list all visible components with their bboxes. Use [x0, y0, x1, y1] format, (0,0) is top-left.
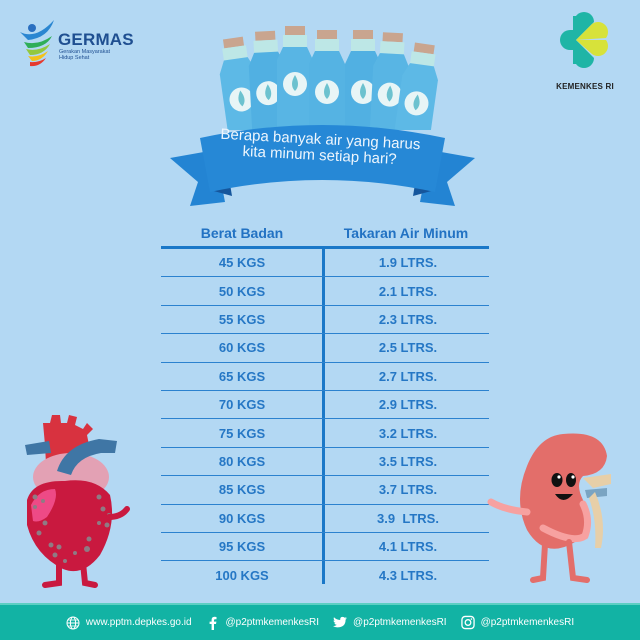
- germas-subtitle-line1: Gerakan Masyarakat: [59, 49, 111, 55]
- table-column-divider: [322, 246, 325, 584]
- twitter-icon: [333, 616, 348, 630]
- water-cell: 3.2 LTRS.: [378, 425, 438, 441]
- water-cell: 1.9 LTRS.: [378, 255, 438, 271]
- weight-cell: 50 KGS: [218, 283, 266, 299]
- footer-instagram-text: @p2ptmkemenkesRI: [480, 617, 575, 628]
- table-row: 60 KGS 2.5 LTRS.: [161, 334, 489, 363]
- footer-twitter[interactable]: @p2ptmkemenkesRI: [333, 616, 447, 630]
- table-row: 85 KGS 3.7 LTRS.: [161, 476, 489, 505]
- water-cell: 4.3 LTRS.: [378, 567, 438, 583]
- table-row: 50 KGS 2.1 LTRS.: [161, 277, 489, 306]
- weight-cell: 65 KGS: [218, 368, 266, 384]
- kidney-character-illustration: [483, 420, 613, 595]
- water-cell: 4.1 LTRS.: [378, 539, 438, 555]
- kidney-icon: [487, 433, 611, 583]
- footer-bar: www.pptm.depkes.go.id @p2ptmkemenkesRI @…: [0, 603, 640, 640]
- water-intake-table-body: 45 KGS 1.9 LTRS. 50 KGS 2.1 LTRS. 55 KGS 2.…: [161, 249, 489, 590]
- table-row: 45 KGS 1.9 LTRS.: [161, 249, 489, 278]
- weight-cell: 85 KGS: [218, 482, 266, 498]
- weight-cell: 60 KGS: [218, 340, 266, 356]
- weight-cell: 90 KGS: [218, 510, 266, 526]
- germas-subtitle: Gerakan Masyarakat Hidup Sehat: [59, 49, 129, 61]
- water-intake-table-header: Berat Badan Takaran Air Minum: [161, 218, 489, 248]
- germas-emblem-icon: [20, 20, 54, 67]
- kemenkes-label: KEMENKES RI: [556, 82, 614, 91]
- table-row: 70 KGS 2.9 LTRS.: [161, 391, 489, 420]
- table-header-divider: [161, 246, 489, 249]
- weight-cell: 80 KGS: [218, 453, 266, 469]
- column-header-water: Takaran Air Minum: [343, 225, 469, 241]
- weight-cell: 70 KGS: [218, 397, 266, 413]
- bottle-icon: [219, 26, 438, 142]
- footer-facebook-text: @p2ptmkemenkesRI: [225, 617, 320, 628]
- instagram-icon: [460, 615, 475, 630]
- footer-facebook[interactable]: @p2ptmkemenkesRI: [206, 616, 320, 630]
- germas-subtitle-line2: Hidup Sehat: [59, 55, 90, 61]
- weight-cell: 55 KGS: [218, 311, 266, 327]
- column-header-weight: Berat Badan: [200, 225, 284, 241]
- table-row: 55 KGS 2.3 LTRS.: [161, 306, 489, 335]
- water-cell: 2.5 LTRS.: [378, 340, 438, 356]
- question-ribbon: [150, 120, 495, 210]
- table-row: 90 KGS 3.9 LTRS.: [161, 505, 489, 533]
- water-cell: 2.3 LTRS.: [378, 311, 438, 327]
- water-cell: 2.1 LTRS.: [378, 283, 438, 299]
- table-row: 100 KGS 4.3 LTRS.: [161, 561, 489, 589]
- table-row: 65 KGS 2.7 LTRS.: [161, 363, 489, 391]
- germas-title: GERMAS: [58, 30, 134, 49]
- weight-cell: 45 KGS: [218, 255, 266, 271]
- kemenkes-logo: KEMENKES RI: [540, 10, 630, 95]
- water-bottles-illustration: [205, 20, 445, 142]
- water-cell: 3.9 LTRS.: [377, 510, 439, 526]
- table-row: 80 KGS 3.5 LTRS.: [161, 448, 489, 477]
- water-cell: 2.9 LTRS.: [378, 397, 438, 413]
- table-row: 75 KGS 3.2 LTRS.: [161, 419, 489, 448]
- footer-website-text: www.pptm.depkes.go.id: [85, 617, 192, 628]
- footer-instagram[interactable]: @p2ptmkemenkesRI: [460, 615, 575, 630]
- weight-cell: 75 KGS: [218, 425, 266, 441]
- heart-icon: [25, 415, 130, 588]
- footer-twitter-text: @p2ptmkemenkesRI: [353, 617, 447, 628]
- footer-website[interactable]: www.pptm.depkes.go.id: [66, 616, 192, 630]
- water-cell: 3.7 LTRS.: [378, 482, 438, 498]
- weight-cell: 100 KGS: [215, 567, 269, 583]
- water-cell: 2.7 LTRS.: [378, 368, 438, 384]
- water-cell: 3.5 LTRS.: [378, 453, 438, 469]
- table-row: 95 KGS 4.1 LTRS.: [161, 533, 489, 562]
- kemenkes-emblem-icon: [560, 12, 608, 68]
- germas-logo: GERMAS Gerakan Masyarakat Hidup Sehat: [18, 18, 168, 68]
- weight-cell: 95 KGS: [218, 539, 266, 555]
- globe-icon: [66, 616, 80, 630]
- facebook-icon: [206, 616, 220, 630]
- heart-character-illustration: [5, 405, 140, 590]
